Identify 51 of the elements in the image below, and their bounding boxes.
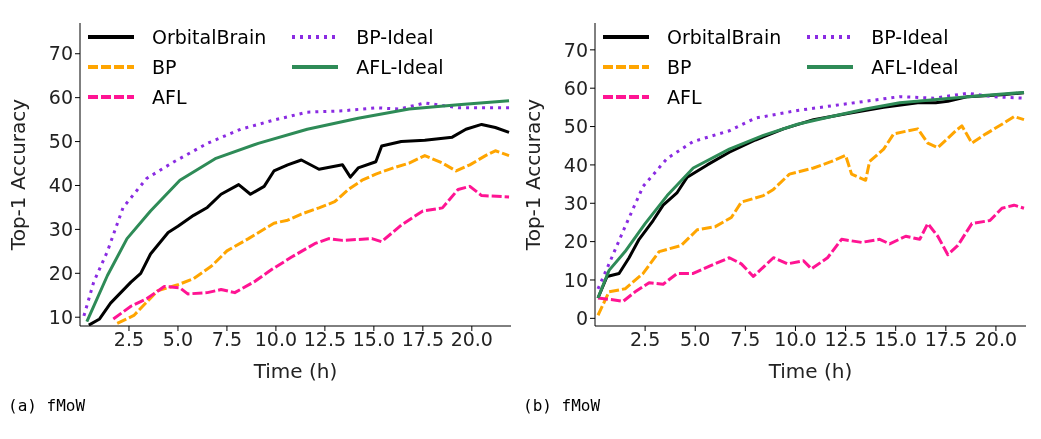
y-tick-label: 40 bbox=[563, 153, 588, 176]
y-tick-label: 60 bbox=[48, 86, 73, 109]
y-tick-label: 0 bbox=[575, 307, 588, 330]
x-tick-label: 10.0 bbox=[774, 328, 817, 351]
y-tick-label: 60 bbox=[563, 76, 588, 99]
x-axis-title: Time (h) bbox=[252, 359, 338, 383]
y-tick-label: 10 bbox=[48, 305, 73, 328]
x-tick-label: 5.0 bbox=[162, 328, 194, 351]
x-tick-label: 20.0 bbox=[974, 328, 1018, 351]
y-tick-label: 20 bbox=[48, 262, 73, 285]
y-axis-title: Top-1 Accuracy bbox=[6, 98, 31, 252]
y-tick-label: 70 bbox=[48, 42, 73, 65]
x-tick-label: 17.5 bbox=[924, 328, 967, 351]
legend-label: AFL bbox=[152, 86, 187, 108]
x-tick-label: 10.0 bbox=[254, 328, 298, 351]
x-tick-label: 2.5 bbox=[113, 328, 145, 351]
y-tick-label: 30 bbox=[48, 218, 73, 241]
y-tick-label: 50 bbox=[48, 130, 73, 153]
legend-label: OrbitalBrain bbox=[152, 26, 267, 48]
legend-label: AFL-Ideal bbox=[356, 56, 444, 78]
legend-label: BP-Ideal bbox=[356, 26, 434, 48]
line-series bbox=[115, 149, 511, 325]
y-tick-label: 40 bbox=[48, 174, 73, 197]
line-series bbox=[596, 115, 1026, 317]
line-series bbox=[596, 203, 1026, 303]
y-axis-title: Top-1 Accuracy bbox=[521, 98, 546, 252]
x-tick-label: 12.5 bbox=[303, 328, 347, 351]
text: (b) fMoW bbox=[523, 396, 601, 415]
legend-label: AFL-Ideal bbox=[871, 56, 959, 78]
legend-label: AFL bbox=[667, 86, 702, 108]
legend-label: BP bbox=[152, 56, 177, 78]
y-tick-label: 20 bbox=[563, 230, 588, 253]
x-tick-label: 15.0 bbox=[352, 328, 396, 351]
x-tick-label: 17.5 bbox=[401, 328, 444, 351]
y-tick-label: 50 bbox=[563, 115, 588, 138]
y-tick-label: 70 bbox=[563, 38, 588, 61]
legend-label: BP-Ideal bbox=[871, 26, 949, 48]
x-tick-label: 7.5 bbox=[211, 328, 243, 351]
x-tick-label: 12.5 bbox=[824, 328, 867, 351]
x-axis-title: Time (h) bbox=[767, 359, 853, 383]
y-tick-label: 10 bbox=[563, 268, 588, 291]
text: (a) fMoW bbox=[8, 396, 86, 415]
x-tick-label: 7.5 bbox=[730, 328, 761, 351]
x-tick-label: 2.5 bbox=[630, 328, 661, 351]
line-series bbox=[111, 184, 511, 321]
x-tick-label: 20.0 bbox=[450, 328, 493, 351]
x-tick-label: 5.0 bbox=[680, 328, 711, 351]
x-tick-label: 15.0 bbox=[874, 328, 917, 351]
legend-label: BP bbox=[667, 56, 692, 78]
legend-label: OrbitalBrain bbox=[667, 26, 782, 48]
y-tick-label: 30 bbox=[563, 192, 588, 215]
